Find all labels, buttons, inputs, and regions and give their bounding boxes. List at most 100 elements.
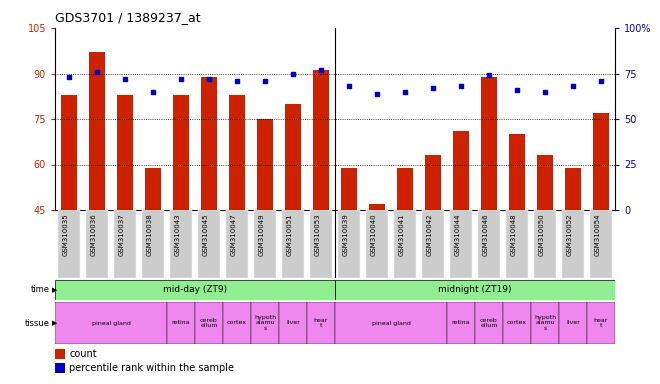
Bar	[422, 210, 444, 278]
Text: GSM310041: GSM310041	[399, 214, 405, 256]
Bar	[475, 302, 503, 344]
Text: count: count	[69, 349, 96, 359]
Text: GSM310035: GSM310035	[63, 214, 69, 256]
Text: hypoth
alamu
s: hypoth alamu s	[534, 316, 556, 331]
Text: hypoth
alamu
s: hypoth alamu s	[254, 316, 276, 331]
Bar	[226, 210, 248, 278]
Bar	[593, 113, 609, 210]
Bar	[282, 210, 304, 278]
Point	[119, 76, 130, 82]
Bar	[537, 156, 552, 210]
Text: cortex: cortex	[507, 321, 527, 326]
Bar	[114, 210, 136, 278]
Text: liver: liver	[286, 321, 300, 326]
Text: GSM310047: GSM310047	[231, 214, 237, 256]
Text: GSM310037: GSM310037	[119, 214, 125, 256]
Bar	[453, 131, 469, 210]
Point	[176, 76, 186, 82]
Bar	[506, 210, 528, 278]
Point	[64, 74, 75, 80]
Bar	[566, 167, 581, 210]
Text: GSM310036: GSM310036	[91, 214, 97, 256]
Bar	[590, 210, 612, 278]
Bar	[117, 95, 133, 210]
Point	[372, 91, 382, 97]
Bar	[335, 280, 615, 300]
Text: percentile rank within the sample: percentile rank within the sample	[69, 363, 234, 373]
Bar	[310, 210, 332, 278]
Bar	[562, 210, 584, 278]
Text: GSM310051: GSM310051	[287, 214, 293, 256]
Point	[288, 70, 298, 76]
Point	[596, 78, 607, 84]
Point	[260, 78, 271, 84]
Text: cortex: cortex	[227, 321, 247, 326]
Point	[484, 72, 494, 78]
Bar	[314, 71, 329, 210]
Text: midnight (ZT19): midnight (ZT19)	[438, 285, 512, 295]
Text: mid-day (ZT9): mid-day (ZT9)	[163, 285, 227, 295]
Bar	[370, 204, 385, 210]
Bar	[425, 156, 441, 210]
Bar	[285, 104, 301, 210]
Text: GSM310052: GSM310052	[567, 214, 573, 256]
Bar	[86, 210, 108, 278]
Bar	[61, 95, 77, 210]
Point	[315, 67, 326, 73]
Bar	[503, 302, 531, 344]
Bar	[254, 210, 276, 278]
Text: liver: liver	[566, 321, 580, 326]
Point	[540, 89, 550, 95]
Bar	[257, 119, 273, 210]
Text: GSM310053: GSM310053	[315, 214, 321, 256]
Point	[455, 83, 466, 89]
Point	[92, 69, 102, 75]
Text: cereb
ellum: cereb ellum	[480, 318, 498, 328]
Text: pineal gland: pineal gland	[372, 321, 411, 326]
Bar	[447, 302, 475, 344]
Bar	[534, 210, 556, 278]
Bar	[559, 302, 587, 344]
Text: GSM310040: GSM310040	[371, 214, 377, 256]
Bar	[142, 210, 164, 278]
Text: ▶: ▶	[52, 320, 57, 326]
Bar	[587, 302, 615, 344]
Text: GSM310049: GSM310049	[259, 214, 265, 256]
Text: GSM310054: GSM310054	[595, 214, 601, 256]
Text: ▶: ▶	[52, 287, 57, 293]
Bar	[55, 280, 335, 300]
Bar	[195, 302, 223, 344]
Bar	[201, 76, 216, 210]
Point	[400, 89, 411, 95]
Text: GSM310048: GSM310048	[511, 214, 517, 256]
Text: GSM310038: GSM310038	[147, 214, 153, 256]
Point	[428, 85, 438, 91]
Point	[344, 83, 354, 89]
Bar	[478, 210, 500, 278]
Point	[232, 78, 242, 84]
Bar	[170, 210, 192, 278]
Bar	[55, 363, 65, 372]
Bar	[394, 210, 416, 278]
Bar	[229, 95, 245, 210]
Point	[148, 89, 158, 95]
Text: retina: retina	[451, 321, 470, 326]
Text: GSM310043: GSM310043	[175, 214, 181, 256]
Text: hear
t: hear t	[314, 318, 328, 328]
Bar	[223, 302, 251, 344]
Text: tissue: tissue	[25, 318, 50, 328]
Bar	[397, 167, 412, 210]
Text: GSM310039: GSM310039	[343, 214, 349, 256]
Text: GSM310042: GSM310042	[427, 214, 433, 256]
Bar	[198, 210, 220, 278]
Text: time: time	[31, 285, 50, 295]
Text: hear
t: hear t	[594, 318, 608, 328]
Text: GSM310044: GSM310044	[455, 214, 461, 256]
Text: GSM310050: GSM310050	[539, 214, 545, 256]
Bar	[174, 95, 189, 210]
Text: pineal gland: pineal gland	[92, 321, 131, 326]
Text: GDS3701 / 1389237_at: GDS3701 / 1389237_at	[55, 11, 201, 24]
Bar	[251, 302, 279, 344]
Bar	[307, 302, 335, 344]
Bar	[481, 76, 497, 210]
